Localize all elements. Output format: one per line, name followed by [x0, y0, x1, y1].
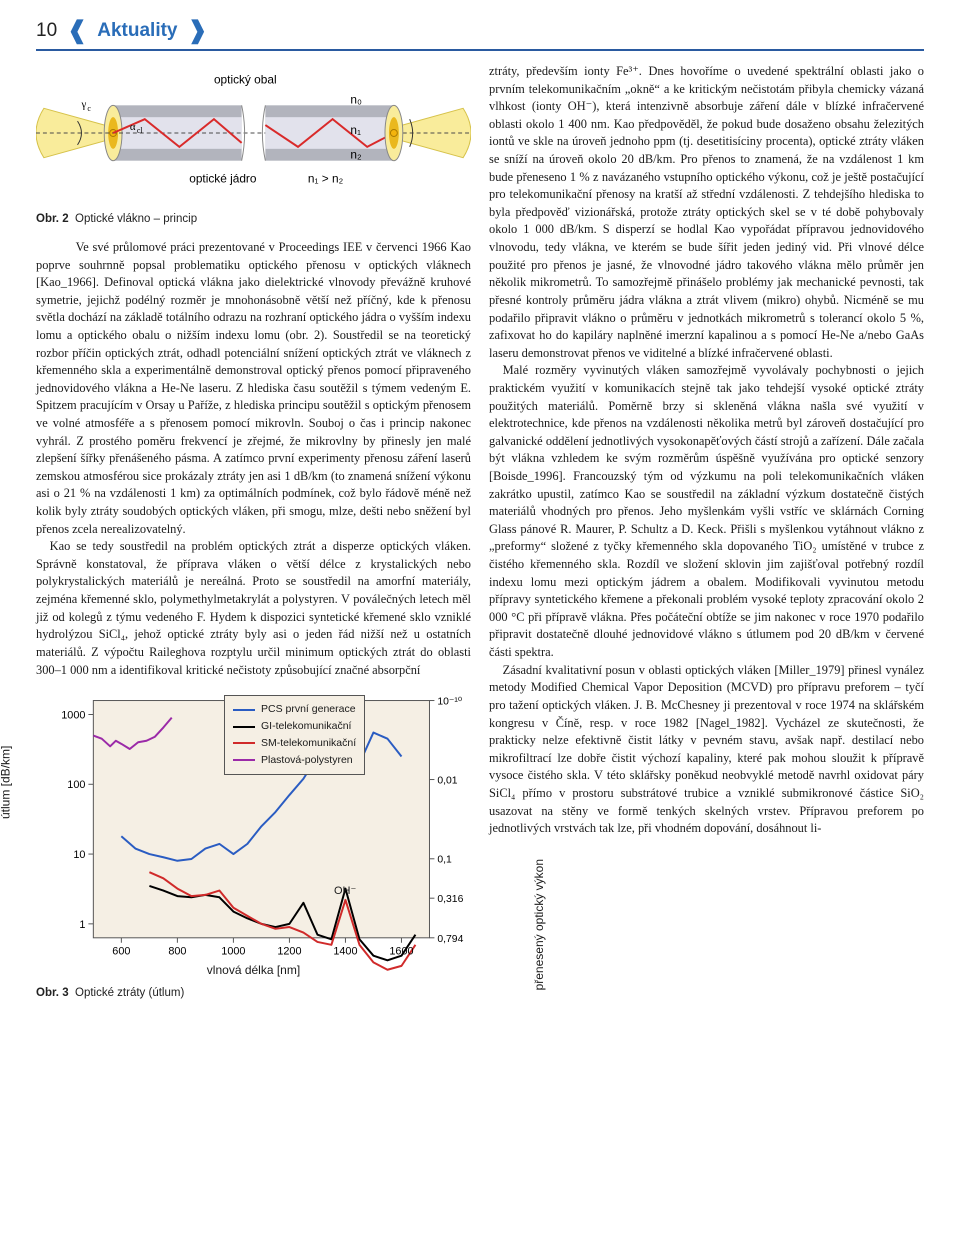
svg-text:c: c [87, 104, 91, 113]
legend-label: GI-telekomunikační [261, 719, 351, 734]
legend-label: PCS první generace [261, 702, 356, 717]
svg-text:1: 1 [79, 919, 85, 931]
figure-2: γ c α cl optický obal optické jádro n₁ >… [36, 63, 471, 227]
svg-text:600: 600 [112, 946, 130, 958]
right-p1: ztráty, především ionty Fe³⁺. Dnes hovoř… [489, 63, 924, 362]
attenuation-chart: 600 800 1000 1200 1400 1600 1 10 100 1000 0,794 0… [36, 689, 471, 979]
page-header: 10 ❰ Aktuality ❱ [36, 18, 924, 51]
fiber-diagram: γ c α cl optický obal optické jádro n₁ >… [36, 63, 471, 203]
left-p1: Ve své průlomové práci prezentované v Pr… [36, 239, 471, 538]
svg-text:optické jádro: optické jádro [189, 171, 257, 185]
legend-swatch-icon [233, 742, 255, 744]
legend-swatch-icon [233, 726, 255, 728]
y-axis-label-right: přenesený optický výkon [530, 859, 547, 990]
legend-item: PCS první generace [233, 702, 356, 717]
page-number: 10 [36, 18, 57, 45]
legend-swatch-icon [233, 759, 255, 761]
fig2-caption: Obr. 2 Optické vlákno – princip [36, 211, 471, 227]
svg-text:n₀: n₀ [350, 92, 362, 106]
legend-label: Plastová-polystyren [261, 753, 353, 768]
legend-swatch-icon [233, 709, 255, 711]
section-title: Aktuality [97, 18, 177, 45]
left-column-text: Ve své průlomové práci prezentované v Pr… [36, 239, 471, 679]
right-column-text: ztráty, především ionty Fe³⁺. Dnes hovoř… [489, 63, 924, 1002]
svg-text:0,01: 0,01 [437, 776, 457, 787]
svg-text:10⁻¹⁰: 10⁻¹⁰ [437, 697, 462, 708]
fig2-label: Obr. 2 [36, 213, 69, 225]
svg-text:800: 800 [168, 946, 186, 958]
svg-text:100: 100 [67, 779, 85, 791]
svg-text:optický obal: optický obal [214, 73, 277, 87]
svg-text:1200: 1200 [277, 946, 301, 958]
fig3-label: Obr. 3 [36, 987, 69, 999]
legend-item: Plastová-polystyren [233, 753, 356, 768]
fig2-caption-text: Optické vlákno – princip [75, 213, 197, 225]
right-p3: Zásadní kvalitativní posun v oblasti opt… [489, 662, 924, 838]
svg-text:10: 10 [73, 849, 85, 861]
fig3-caption-text: Optické ztráty (útlum) [75, 987, 184, 999]
svg-text:n₁ > n₂: n₁ > n₂ [308, 171, 344, 185]
svg-text:0,316: 0,316 [437, 894, 463, 905]
oh-annotation: OH⁻ [334, 884, 356, 900]
gamma-label: γ [80, 98, 86, 110]
svg-text:1000: 1000 [61, 710, 85, 722]
svg-text:cl: cl [137, 126, 144, 135]
legend-label: SM-telekomunikační [261, 736, 356, 751]
svg-text:0,794: 0,794 [437, 934, 463, 945]
figure-3: 600 800 1000 1200 1400 1600 1 10 100 1000 0,794 0… [36, 689, 471, 1001]
svg-text:1600: 1600 [389, 946, 413, 958]
bracket-right-icon: ❱ [188, 19, 208, 43]
right-p2: Malé rozměry vyvinutých vláken samozřejm… [489, 362, 924, 661]
y-axis-label-left: útlum [dB/km] [0, 746, 15, 819]
svg-text:1400: 1400 [333, 946, 357, 958]
svg-text:n₁: n₁ [350, 123, 361, 137]
legend-item: SM-telekomunikační [233, 736, 356, 751]
left-p2: Kao se tedy soustředil na problém optick… [36, 538, 471, 679]
svg-text:n₂: n₂ [350, 148, 362, 162]
bracket-left-icon: ❰ [67, 19, 87, 43]
svg-text:0,1: 0,1 [437, 855, 452, 866]
x-axis-label: vlnová délka [nm] [207, 962, 300, 979]
chart-legend: PCS první generace GI-telekomunikační SM… [224, 695, 365, 775]
svg-text:1000: 1000 [221, 946, 245, 958]
legend-item: GI-telekomunikační [233, 719, 356, 734]
fig3-caption: Obr. 3 Optické ztráty (útlum) [36, 985, 471, 1001]
svg-text:α: α [130, 121, 136, 133]
